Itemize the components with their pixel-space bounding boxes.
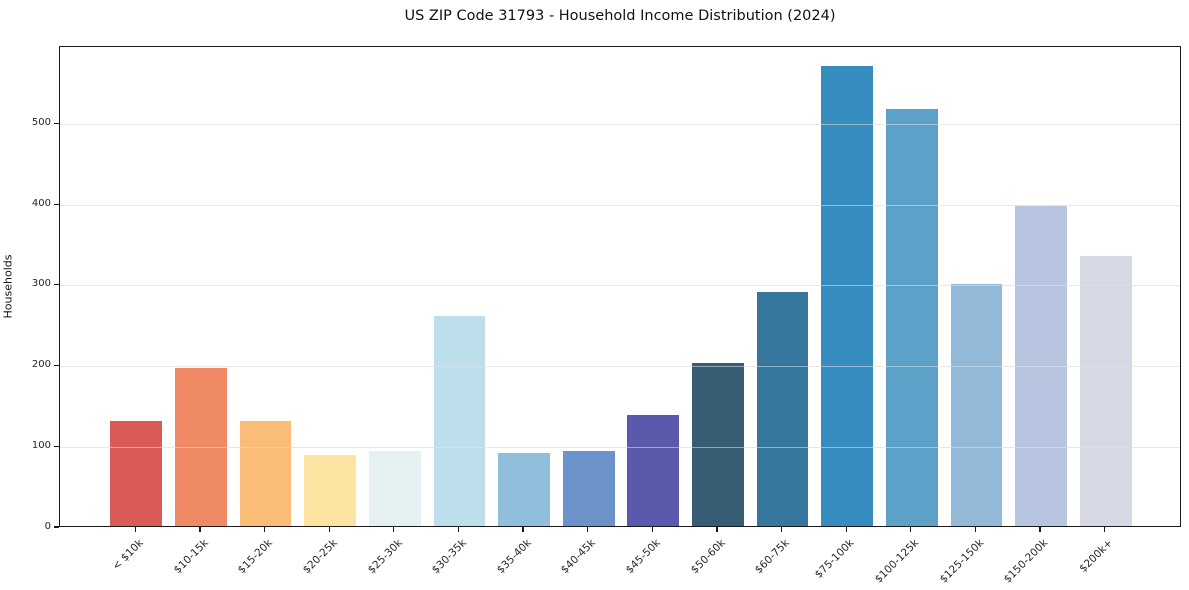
bar-20-25k [304,454,357,526]
x-tick-label: $35-40k [494,537,534,577]
x-tick-label: $15-20k [235,537,276,577]
x-tick-label: $40-45k [559,537,599,577]
x-tick-mark [651,527,653,532]
x-tick-mark [1039,527,1041,532]
bar-200k [1079,255,1132,526]
gridline-overlay [60,446,1180,448]
bar-10k [110,421,163,526]
y-tick-mark [54,445,59,447]
x-tick-mark [328,527,330,532]
x-tick-mark [845,527,847,532]
x-tick-label: $100-125k [872,537,922,586]
y-tick-mark [54,284,59,286]
x-tick-label: $20-25k [300,537,340,577]
bar-25-30k [368,450,421,526]
x-tick-mark [457,527,460,532]
gridline-overlay [60,123,1180,125]
x-tick-mark [199,527,201,532]
bar-50-60k [692,362,744,526]
x-tick-mark [716,527,718,532]
x-tick-label: $30-35k [429,537,469,577]
y-tick-label: 400 [31,197,51,209]
y-tick-mark [54,203,59,205]
x-tick-mark [974,527,977,532]
x-tick-mark [522,527,524,532]
bar-125-150k [950,283,1003,526]
y-tick-mark [54,122,59,125]
bar-60-75k [756,291,809,526]
x-tick-mark [587,527,589,532]
x-tick-mark [134,527,136,532]
x-tick-label: $150-200k [1002,537,1051,586]
plot-area [59,46,1181,527]
chart-title: US ZIP Code 31793 - Household Income Dis… [404,8,836,24]
x-tick-label: < $10k [110,537,146,573]
gridline-overlay [60,285,1180,287]
x-tick-label: $10-15k [171,537,211,577]
y-tick-label: 500 [31,116,51,128]
y-tick-label: 300 [31,278,51,290]
x-tick-label: $200k+ [1077,537,1116,575]
x-tick-label: $125-150k [937,537,986,586]
bar-45-50k [627,415,680,526]
gridline-overlay [60,366,1180,368]
x-tick-mark [263,527,266,532]
x-tick-mark [1104,527,1106,532]
bar-100-125k [885,108,938,526]
y-tick-label: 200 [31,359,51,371]
bar-75-100k [821,65,874,526]
y-tick-label: 0 [44,520,51,532]
x-tick-mark [393,527,395,532]
x-tick-label: $50-60k [688,537,728,577]
x-tick-mark [780,527,783,532]
bar-15-20k [239,421,292,526]
x-tick-label: $60-75k [752,537,793,577]
gridline-overlay [60,204,1180,206]
bar-40-45k [562,450,615,526]
bar-35-40k [498,452,550,526]
y-tick-label: 100 [31,439,51,451]
bar-30-35k [433,316,486,526]
y-tick-mark [54,364,59,367]
y-tick-mark [54,526,59,528]
x-tick-mark [910,527,912,532]
x-tick-label: $45-50k [623,537,663,577]
x-tick-label: $25-30k [365,537,405,577]
x-tick-label: $75-100k [812,537,857,581]
